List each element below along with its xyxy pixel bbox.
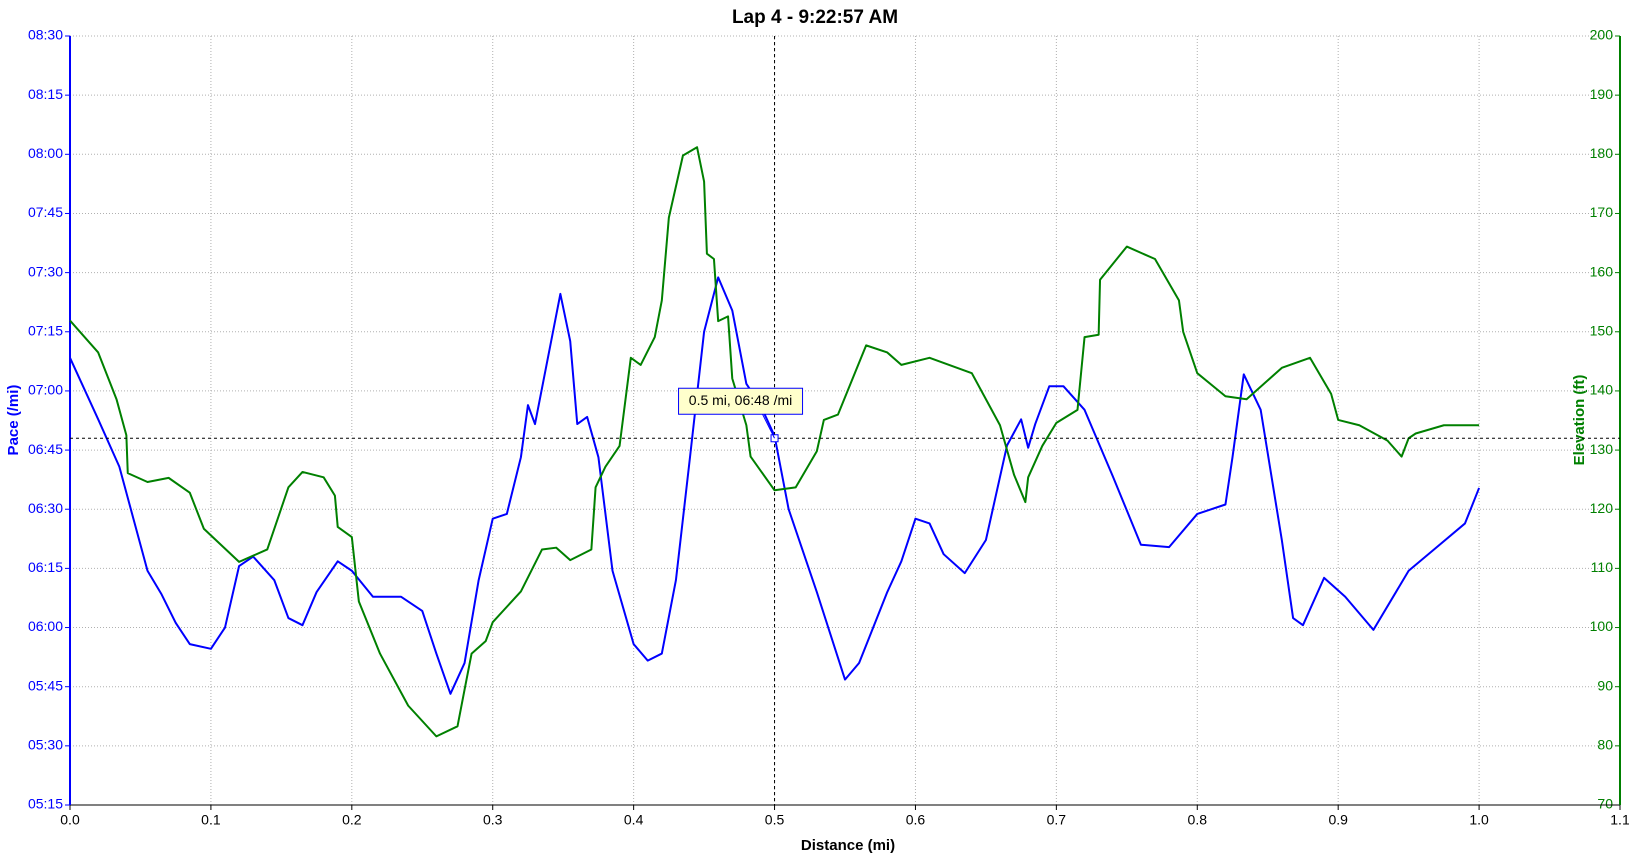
x-tick-label: 1.1 (1610, 812, 1629, 828)
tooltip-pointer (762, 414, 775, 439)
y-tick-label: 06:30 (28, 500, 63, 516)
x-tick-label: 0.2 (342, 812, 362, 828)
chart-title: Lap 4 - 9:22:57 AM (732, 7, 898, 28)
y2-tick-label: 180 (1590, 145, 1614, 161)
x-tick-label: 0.0 (60, 812, 80, 828)
y2-tick-label: 100 (1590, 618, 1614, 634)
y2-axis-label: Elevation (ft) (1571, 375, 1588, 466)
y-tick-label: 06:00 (28, 618, 63, 634)
y-tick-label: 08:15 (28, 86, 63, 102)
y-tick-label: 05:30 (28, 737, 63, 753)
y2-tick-label: 70 (1597, 796, 1613, 812)
tooltip-text: 0.5 mi, 06:48 /mi (689, 392, 793, 408)
y2-tick-label: 90 (1597, 677, 1613, 693)
y2-tick-label: 200 (1590, 27, 1614, 43)
x-tick-label: 0.8 (1188, 812, 1208, 828)
x-tick-label: 0.3 (483, 812, 503, 828)
y2-tick-label: 190 (1590, 86, 1614, 102)
y2-tick-label: 140 (1590, 382, 1614, 398)
y-tick-label: 08:30 (28, 27, 63, 43)
y-tick-label: 06:45 (28, 441, 63, 457)
y-tick-label: 07:00 (28, 382, 63, 398)
y2-tick-label: 110 (1591, 559, 1614, 575)
x-tick-label: 0.4 (624, 812, 644, 828)
data-line (69, 146, 1480, 738)
x-tick-label: 0.1 (201, 812, 221, 828)
y-tick-label: 05:15 (28, 796, 63, 812)
y2-tick-label: 160 (1590, 263, 1614, 279)
y2-tick-label: 120 (1590, 500, 1614, 516)
x-tick-label: 1.0 (1469, 812, 1489, 828)
y-tick-label: 07:15 (28, 322, 63, 338)
y2-tick-label: 170 (1590, 204, 1614, 220)
x-tick-label: 0.6 (906, 812, 926, 828)
y-tick-label: 07:45 (28, 204, 63, 220)
tooltip-box (678, 387, 804, 415)
x-axis-label: Distance (mi) (801, 837, 895, 854)
y-axis-label: Pace (/mi) (5, 385, 22, 456)
y-tick-label: 06:15 (28, 559, 63, 575)
y-tick-label: 07:30 (28, 263, 63, 279)
x-tick-label: 0.9 (1328, 812, 1348, 828)
data-line (69, 276, 1481, 695)
x-tick-label: 0.5 (765, 812, 785, 828)
y-tick-label: 05:45 (28, 677, 63, 693)
y2-tick-label: 80 (1597, 737, 1613, 753)
y2-tick-label: 150 (1590, 322, 1614, 338)
y-tick-label: 08:00 (28, 145, 63, 161)
y2-tick-label: 130 (1590, 441, 1614, 457)
x-tick-label: 0.7 (1047, 812, 1067, 828)
